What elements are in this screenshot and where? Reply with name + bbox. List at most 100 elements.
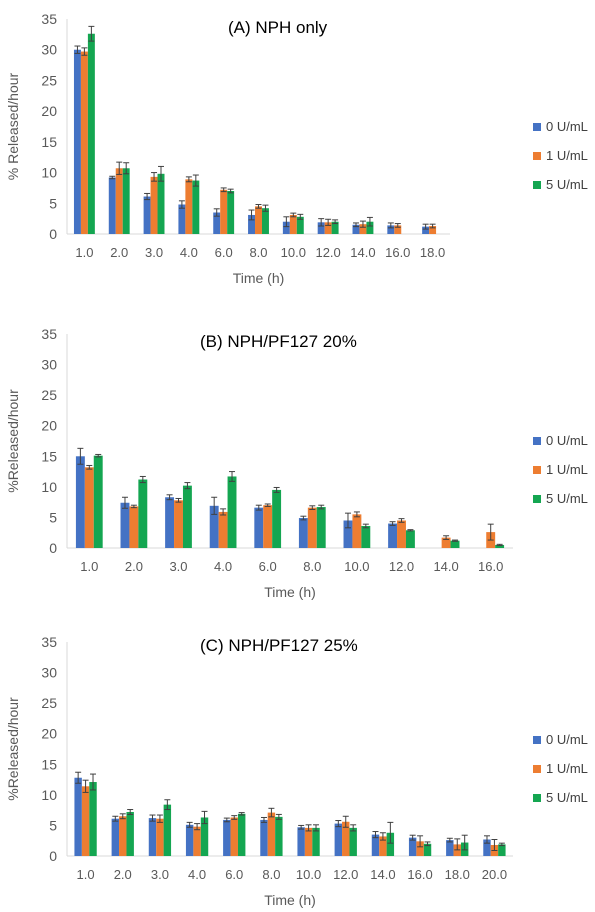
- chart-title: (A) NPH only: [228, 18, 328, 37]
- y-tick-label: 35: [41, 11, 57, 27]
- bar: [255, 206, 262, 234]
- x-tick-label: 2.0: [125, 559, 143, 574]
- bar: [349, 827, 357, 856]
- bar: [267, 812, 276, 856]
- bar: [178, 204, 186, 234]
- x-tick-label: 4.0: [214, 559, 232, 574]
- bar: [429, 226, 437, 234]
- x-tick-label: 1.0: [75, 245, 93, 260]
- bar: [227, 191, 235, 234]
- bar: [200, 817, 209, 856]
- bar: [263, 505, 273, 548]
- bar: [150, 176, 158, 234]
- x-tick-label: 10.0: [296, 867, 321, 882]
- bar: [352, 514, 362, 548]
- bar: [450, 540, 460, 548]
- chart-svg-b: 0 5 10 15 20 25 30 35 1.0 2.0 3.0 4.0 6.0 8.0 10.0 12.0…: [5, 326, 513, 600]
- legend-swatch: [533, 494, 541, 503]
- bar: [343, 520, 353, 548]
- legend-item: 1 U/mL: [533, 759, 588, 778]
- x-tick-label: 14.0: [370, 867, 395, 882]
- bar: [81, 786, 90, 856]
- bar: [192, 180, 200, 234]
- bar: [275, 816, 283, 856]
- y-tick-label: 30: [41, 357, 57, 373]
- y-tick-label: 5: [49, 817, 57, 833]
- x-tick-label: 3.0: [145, 245, 163, 260]
- bar: [230, 817, 238, 856]
- bar: [304, 827, 313, 856]
- bar: [366, 221, 374, 234]
- bar: [73, 49, 81, 234]
- legend-swatch: [533, 465, 541, 474]
- legend-swatch: [533, 764, 541, 773]
- bar: [120, 502, 130, 548]
- x-tick-label: 4.0: [180, 245, 198, 260]
- y-tick-label: 15: [41, 134, 57, 150]
- x-tick-label: 8.0: [249, 245, 267, 260]
- bar: [93, 455, 103, 548]
- legend-label: 0 U/mL: [546, 433, 588, 448]
- y-tick-label: 15: [41, 756, 57, 772]
- bar: [289, 214, 297, 234]
- chart-legend: 0 U/mL 1 U/mL 5 U/mL: [533, 117, 588, 204]
- bar: [298, 518, 308, 548]
- bar: [157, 173, 165, 234]
- bar: [371, 834, 380, 856]
- x-tick-label: 1.0: [80, 559, 98, 574]
- bar: [379, 836, 387, 856]
- bar: [296, 216, 304, 234]
- bar: [352, 224, 360, 234]
- bar: [122, 168, 130, 234]
- legend-item: 0 U/mL: [533, 117, 588, 136]
- x-tick-label: 10.0: [344, 559, 369, 574]
- legend-swatch: [533, 151, 541, 160]
- x-tick-label: 14.0: [433, 559, 458, 574]
- x-tick-label: 8.0: [303, 559, 321, 574]
- y-tick-label: 20: [41, 103, 57, 119]
- bar: [111, 818, 120, 856]
- bar: [331, 221, 339, 234]
- bar: [361, 525, 371, 548]
- legend-label: 1 U/mL: [546, 148, 588, 163]
- bar: [261, 208, 269, 234]
- legend-label: 5 U/mL: [546, 790, 588, 805]
- x-tick-label: 6.0: [259, 559, 277, 574]
- y-axis-title: % Released/hour: [5, 72, 21, 180]
- bar: [108, 177, 116, 234]
- bar: [148, 818, 157, 856]
- bar: [282, 221, 290, 234]
- y-tick-label: 30: [41, 665, 57, 681]
- y-tick-label: 5: [49, 509, 57, 525]
- x-tick-label: 20.0: [482, 867, 507, 882]
- bar: [119, 816, 127, 856]
- bar: [297, 827, 305, 856]
- x-tick-label: 4.0: [188, 867, 206, 882]
- x-tick-label: 2.0: [114, 867, 132, 882]
- bar: [174, 500, 183, 548]
- bar: [87, 33, 95, 234]
- legend-item: 0 U/mL: [533, 431, 588, 450]
- bar: [405, 530, 415, 548]
- x-tick-label: 6.0: [215, 245, 233, 260]
- bar: [342, 821, 350, 856]
- legend-label: 0 U/mL: [546, 119, 588, 134]
- x-tick-label: 3.0: [151, 867, 169, 882]
- y-tick-label: 35: [41, 634, 57, 650]
- x-axis-title: Time (h): [264, 892, 316, 908]
- x-tick-label: 8.0: [262, 867, 280, 882]
- bar: [441, 537, 451, 548]
- bar: [75, 456, 85, 548]
- legend-swatch: [533, 735, 541, 744]
- x-tick-label: 16.0: [385, 245, 410, 260]
- x-tick-label: 3.0: [169, 559, 187, 574]
- bar: [334, 823, 343, 856]
- bar: [209, 505, 219, 548]
- x-tick-label: 10.0: [281, 245, 306, 260]
- y-tick-label: 15: [41, 448, 57, 464]
- legend-swatch: [533, 122, 541, 131]
- x-tick-label: 18.0: [445, 867, 470, 882]
- x-axis-title: Time (h): [264, 584, 316, 600]
- y-tick-label: 20: [41, 418, 57, 434]
- chart-panel-a: 0 5 10 15 20 25 30 35 1.0 2.0 3.0 4.0 6.0 8.0 10.0 12.0…: [0, 0, 595, 300]
